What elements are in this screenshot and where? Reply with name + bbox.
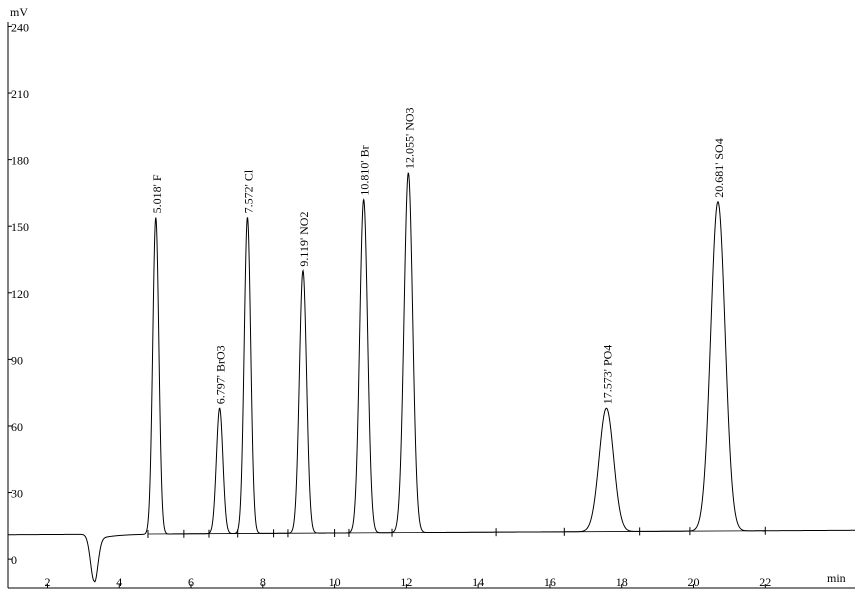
y-tick-label: 180 [11, 154, 29, 168]
x-tick-label: 18 [616, 575, 628, 589]
peak-label: 10.810' Br [358, 145, 372, 195]
y-ticks: 0 30 60 90 120 150 180 210 240 [8, 20, 29, 567]
x-tick-label: 4 [116, 575, 122, 589]
peak-label: 20.681' SO4 [712, 138, 726, 198]
peak-labels: 5.018' F 6.797' BrO3 7.572' Cl 9.119' NO2 10… [150, 107, 726, 404]
y-tick-label: 210 [11, 87, 29, 101]
y-tick-label: 30 [11, 487, 23, 501]
y-tick-label: 60 [11, 420, 23, 434]
x-tick-label: 2 [44, 575, 50, 589]
x-axis-unit: min [827, 571, 846, 585]
y-tick-label: 90 [11, 353, 23, 367]
x-tick-label: 10 [329, 575, 341, 589]
x-tick-label: 6 [188, 575, 194, 589]
y-tick-label: 0 [11, 553, 17, 567]
x-ticks: 2 4 6 8 10 12 14 16 18 20 22 [44, 575, 771, 589]
x-tick-label: 12 [400, 575, 412, 589]
x-tick-label: 22 [759, 575, 771, 589]
x-tick-label: 20 [687, 575, 699, 589]
x-tick-label: 16 [544, 575, 556, 589]
y-tick-label: 240 [11, 20, 29, 34]
y-tick-label: 120 [11, 287, 29, 301]
peak-label: 17.573' PO4 [600, 345, 614, 405]
y-tick-label: 150 [11, 220, 29, 234]
peak-label: 7.572' Cl [241, 169, 255, 213]
peak-label: 6.797' BrO3 [214, 345, 228, 404]
peak-label: 5.018' F [150, 174, 164, 213]
y-axis-unit: mV [10, 5, 28, 19]
chromatogram-trace [8, 172, 855, 583]
peak-label: 12.055' NO3 [402, 107, 416, 169]
axes: mV min [7, 5, 855, 589]
x-tick-label: 8 [260, 575, 266, 589]
x-tick-label: 14 [472, 575, 484, 589]
peak-label: 9.119' NO2 [297, 212, 311, 267]
